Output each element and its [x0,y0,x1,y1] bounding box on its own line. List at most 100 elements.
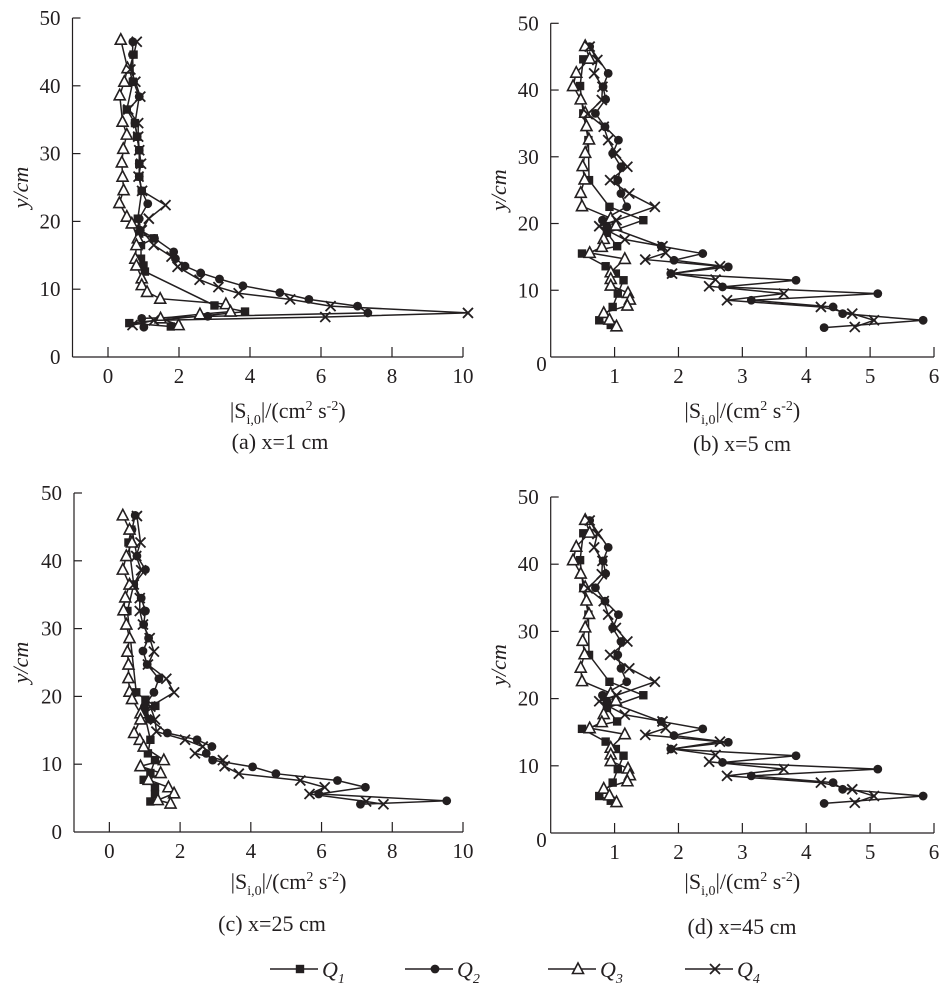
data-point [596,780,611,794]
data-point [148,646,160,658]
data-point [179,734,191,746]
data-point [605,202,614,212]
data-point [622,202,632,212]
data-point [118,589,133,603]
y-tick-label: 30 [41,617,62,641]
data-point [613,650,623,660]
data-point [582,131,596,145]
x-tick-label: 4 [801,364,812,388]
data-point [566,78,580,92]
x-tick-label: 5 [865,364,876,388]
data-point [134,159,144,169]
data-point [180,261,190,271]
data-point [617,726,632,740]
data-point [604,174,616,186]
data-point [721,770,733,782]
legend-entry-q4: Q4 [685,957,760,987]
data-point [698,249,708,258]
x-tick-label: 1 [609,364,620,388]
data-point [116,602,131,616]
data-point [161,779,176,793]
data-point [582,606,596,620]
data-point [146,768,155,778]
data-point [119,548,134,562]
data-point [140,267,150,276]
y-tick-label: 30 [518,145,539,169]
y-tick-label: 20 [41,684,62,708]
x-tick-label: 8 [387,839,398,863]
data-point [602,608,614,621]
data-point [442,796,452,806]
panel-b: 1 2 3 4 5 6 0 10 20 30 40 50 y/cm |Si,0|/(cm2 s-2) (b)… [486,11,939,456]
series-line [127,41,469,326]
data-point [121,670,136,684]
data-point [275,288,285,297]
data-point [578,145,593,159]
data-point [134,214,144,224]
data-point [303,788,316,800]
data-point [284,293,296,306]
data-point [575,633,590,647]
data-point [148,314,160,327]
legend-marker [430,964,440,974]
data-point [622,677,632,687]
data-point [139,702,149,711]
data-point [778,763,790,775]
data-point [132,171,145,183]
data-point [621,161,633,173]
x-tick-label: 4 [245,364,256,388]
data-point [578,619,593,633]
data-point [223,303,238,317]
data-point [136,254,146,263]
data-point [698,724,708,734]
data-point [582,50,597,64]
data-point [115,507,130,521]
y-tick-label: 0 [52,820,63,844]
y-tick-label: 0 [50,345,61,369]
data-point [649,676,661,688]
data-point [579,592,594,606]
series-q2 [585,42,928,333]
data-point [124,63,137,76]
data-point [610,147,622,160]
data-point [596,568,608,580]
legend-entry-q1: Q1 [270,957,345,987]
data-point [612,717,622,726]
data-point [128,578,140,591]
panel-a: 0 2 4 6 8 10 0 10 20 30 40 50 y/cm |Si,0|/(cm2 s-2)(a… [8,6,474,454]
data-point [569,539,584,553]
y-tick-label: 30 [518,619,539,643]
data-point [129,237,144,251]
data-point [613,289,622,298]
data-point [611,744,621,754]
data-point [616,189,626,198]
series-q3 [566,512,637,808]
data-point [159,199,172,211]
legend-entry-q3: Q3 [548,957,623,987]
y-axis-label: y/cm [8,642,33,686]
data-point [122,630,137,644]
x-tick-label: 6 [316,839,327,863]
series-line [131,515,447,805]
data-point [115,154,129,168]
y-tick-label: 40 [40,74,61,98]
data-point [117,74,132,88]
data-point [160,673,172,685]
y-tick-label: 40 [518,552,539,576]
panel-caption: (c) x=25 cm [218,911,326,936]
x-tick-label: 4 [801,840,812,864]
data-point [122,521,137,535]
data-point [462,307,474,319]
data-point [166,322,176,331]
data-point [703,756,715,768]
data-point [143,213,155,225]
data-point [319,781,331,793]
data-point [169,247,179,257]
y-tick-label: 50 [40,6,61,30]
data-point [141,772,156,786]
data-point [115,114,130,128]
x-tick-label: 2 [673,840,684,864]
data-point [606,796,615,805]
data-point [603,543,613,552]
